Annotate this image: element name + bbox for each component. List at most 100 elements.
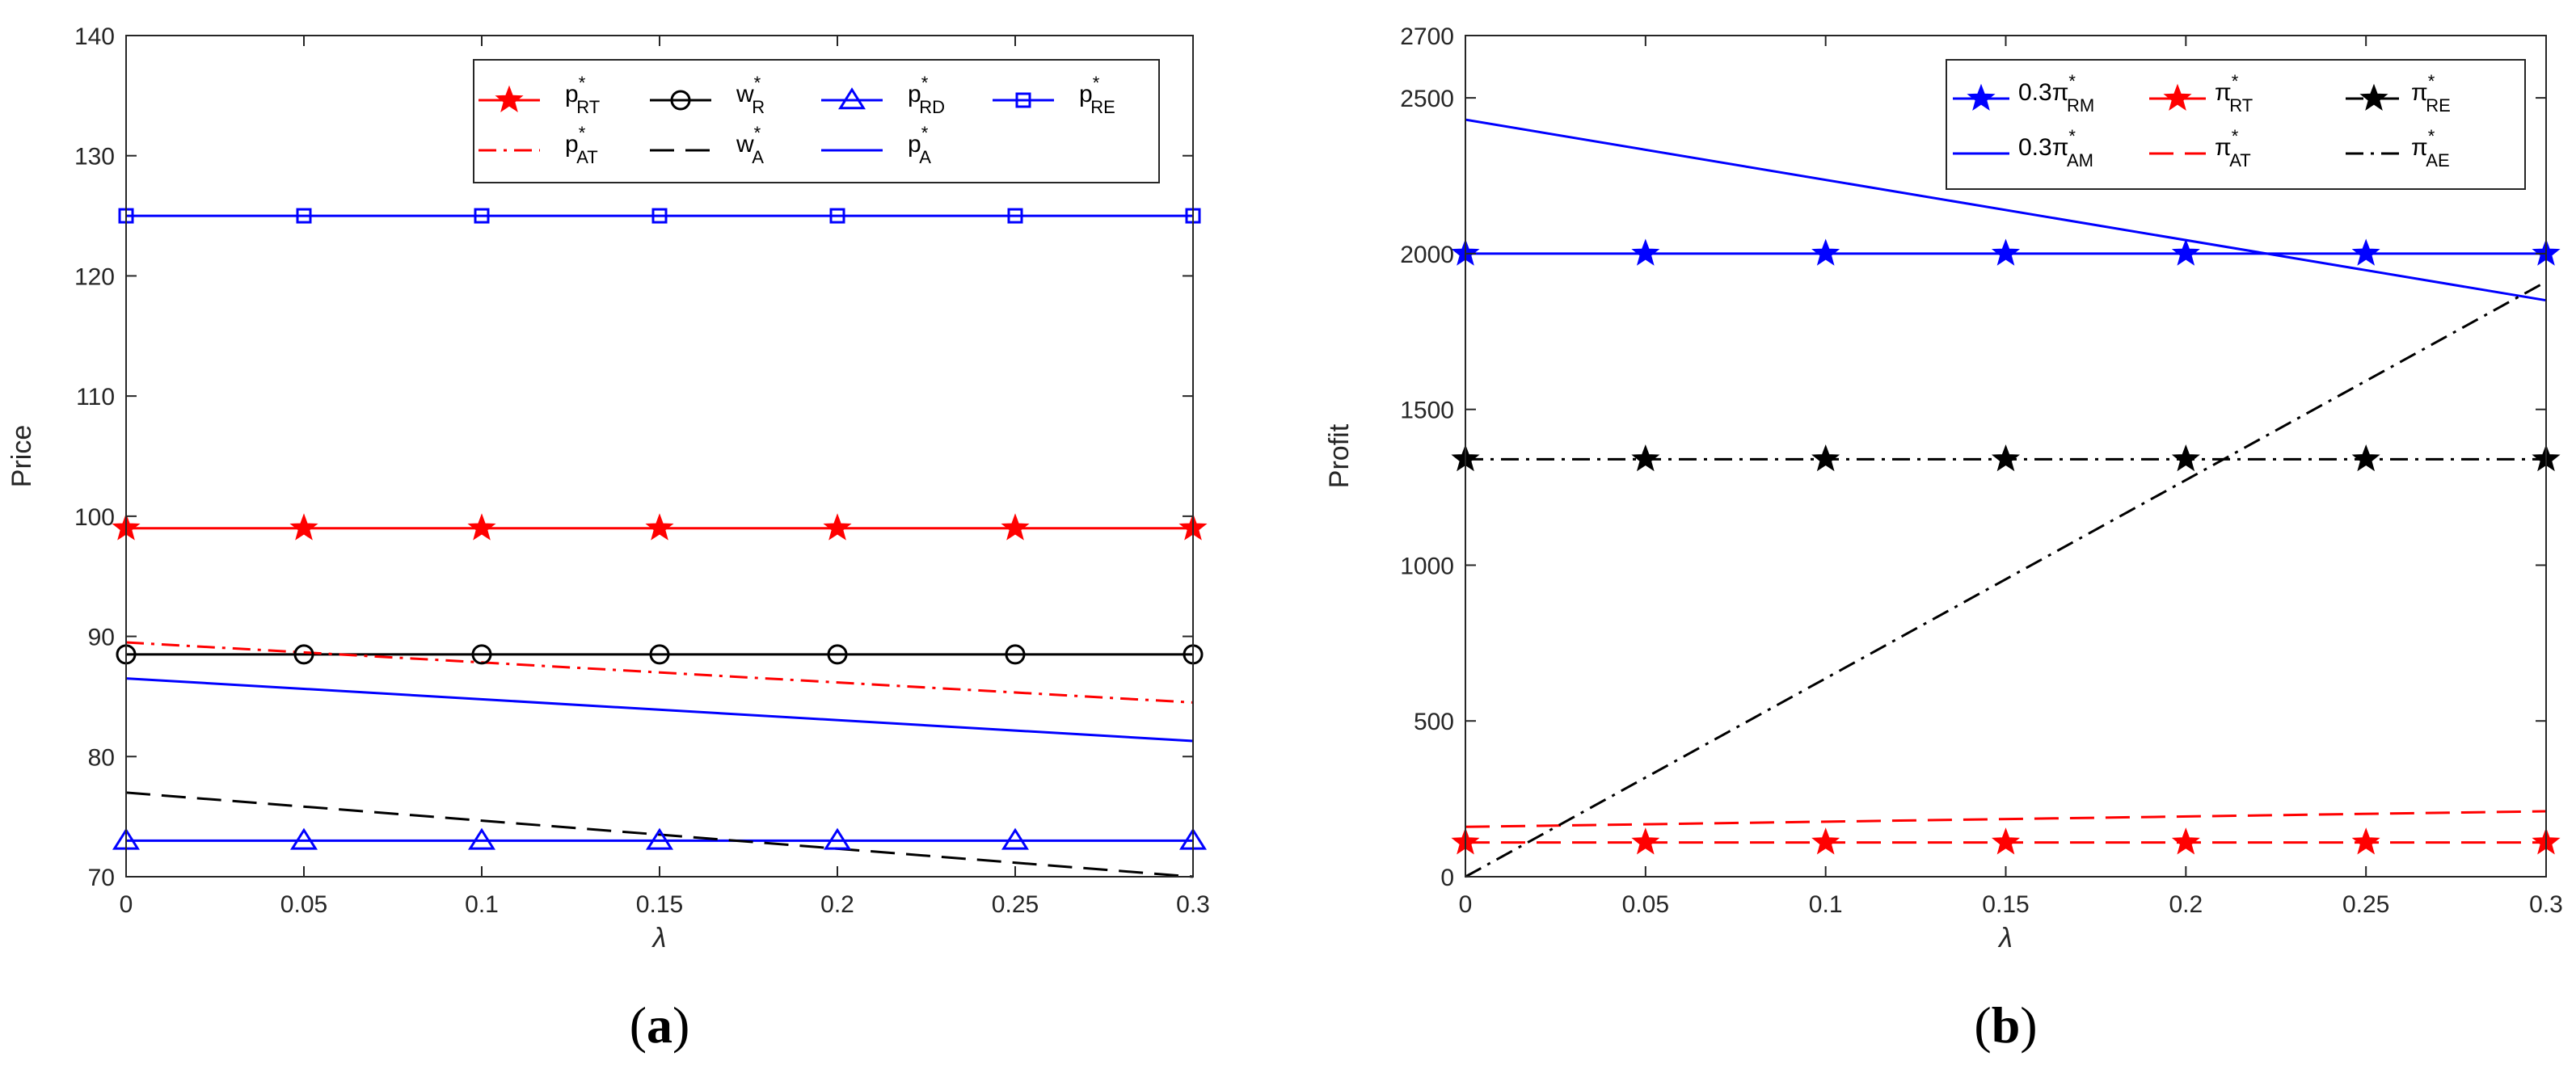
x-tick-label: 0.25 xyxy=(2342,891,2389,918)
data-point-p*RT xyxy=(289,513,318,541)
data-point-π*RT xyxy=(1991,827,2021,855)
chart-panel-a: 0 0.05 0.1 0.15 0.2 0.25 0.3 70 80 90 100 110 120 130… xyxy=(6,23,1210,1054)
data-point-π*RT xyxy=(2171,827,2200,855)
data-point-p*RE xyxy=(651,208,668,224)
legend-label: p* RD xyxy=(908,73,945,117)
legend-label: 0.3π* AM xyxy=(2018,126,2093,170)
legend-item-0.3π*RM: 0.3π* RM xyxy=(1953,71,2094,116)
data-point-π*RT xyxy=(2351,827,2380,855)
data-point-π*RE xyxy=(1811,444,1840,472)
legend-label: π* RE xyxy=(2411,71,2451,116)
x-tick-label: 0.2 xyxy=(820,891,854,918)
series-line-π*AT xyxy=(1465,810,2547,828)
y-tick-label: 0 xyxy=(1440,865,1454,891)
y-tick-label: 1000 xyxy=(1400,553,1454,579)
data-point-p*RE xyxy=(296,208,312,224)
legend-label: π* AT xyxy=(2215,126,2251,170)
series-line-0.3π*AM xyxy=(1465,118,2547,302)
x-tick-label: 0.05 xyxy=(280,891,327,918)
series-line-w*A xyxy=(126,791,1194,878)
panel-label: (a) xyxy=(630,996,690,1054)
data-point-π*RE xyxy=(1991,444,2021,472)
y-tick-label: 80 xyxy=(88,744,115,771)
x-tick-label: 0.3 xyxy=(2529,891,2563,918)
data-point-0.3π*RM xyxy=(2171,238,2200,266)
y-axis-label: Price xyxy=(6,425,37,487)
y-tick-label: 70 xyxy=(88,865,115,891)
data-point-w*R xyxy=(827,644,848,665)
x-tick-label: 0 xyxy=(120,891,133,918)
legend-label: π* RT xyxy=(2215,71,2253,116)
data-point-w*R xyxy=(1005,644,1026,665)
legend-box xyxy=(1946,59,2526,190)
data-point-p*RT xyxy=(645,513,674,541)
chart-panel-b: 0 0.05 0.1 0.15 0.2 0.25 0.3 0 500 1000 1500 2000 25… xyxy=(1324,23,2563,1054)
series-line-π*AE xyxy=(1465,280,2547,878)
legend-item-0.3π*AM: 0.3π* AM xyxy=(1953,126,2093,170)
legend: p* RT w* R p* RD p* RE p* AT w* A p* A xyxy=(473,59,1160,183)
legend-label: π* AE xyxy=(2411,126,2450,170)
x-tick-label: 0 xyxy=(1459,891,1473,918)
y-tick-label: 90 xyxy=(88,625,115,651)
y-tick-label: 2000 xyxy=(1400,242,1454,268)
x-tick-label: 0.25 xyxy=(992,891,1039,918)
data-point-0.3π*RM xyxy=(1811,238,1840,266)
data-point-π*RE xyxy=(1631,444,1660,472)
data-point-p*RT xyxy=(1001,513,1030,541)
series-line-p*AT xyxy=(126,641,1194,704)
y-tick-label: 1500 xyxy=(1400,398,1454,424)
legend-label: p* A xyxy=(908,123,931,167)
x-tick-label: 0.15 xyxy=(636,891,683,918)
x-tick-label: 0.1 xyxy=(465,891,499,918)
legend-marker xyxy=(2163,83,2192,111)
y-tick-label: 110 xyxy=(76,384,115,410)
data-point-0.3π*RM xyxy=(1991,238,2021,266)
legend-item-p*RE: p* RE xyxy=(993,73,1115,117)
data-point-p*RD xyxy=(645,827,674,850)
x-axis-label: λ xyxy=(651,923,667,953)
legend-marker xyxy=(2359,83,2388,111)
y-tick-label: 2500 xyxy=(1400,86,1454,112)
data-point-p*RD xyxy=(823,827,852,850)
legend-marker xyxy=(1967,83,1996,111)
y-tick-label: 100 xyxy=(74,504,115,531)
data-point-p*RD xyxy=(467,827,496,850)
y-tick-label: 120 xyxy=(74,263,115,290)
series-line-p*A xyxy=(126,677,1194,743)
x-tick-label: 0.2 xyxy=(2169,891,2203,918)
panel-label: (b) xyxy=(1974,996,2037,1054)
x-tick-label: 0.15 xyxy=(1982,891,2029,918)
y-tick-label: 140 xyxy=(74,23,115,50)
legend-marker xyxy=(1015,92,1031,108)
data-point-π*RT xyxy=(1631,827,1660,855)
data-point-p*RD xyxy=(289,827,318,850)
data-point-p*RE xyxy=(474,208,490,224)
legend-marker xyxy=(670,90,691,111)
legend-box xyxy=(473,59,1160,183)
y-tick-label: 500 xyxy=(1414,709,1454,735)
legend-marker xyxy=(495,85,524,112)
legend-item-w*R: w* R xyxy=(650,73,765,117)
legend-label: p* RE xyxy=(1079,73,1115,117)
data-point-p*RT xyxy=(823,513,852,541)
y-tick-label: 2700 xyxy=(1400,23,1454,50)
legend-item-p*AT: p* AT xyxy=(479,123,598,167)
data-point-p*RD xyxy=(1001,827,1030,850)
data-point-0.3π*RM xyxy=(1631,238,1660,266)
data-point-p*RE xyxy=(829,208,845,224)
data-point-w*R xyxy=(649,644,670,665)
legend-item-p*A: p* A xyxy=(821,123,931,167)
legend-item-w*A: w* A xyxy=(650,123,764,167)
x-axis-label: λ xyxy=(1997,923,2013,953)
legend-item-π*RT: π* RT xyxy=(2149,71,2253,116)
x-tick-label: 0.1 xyxy=(1809,891,1843,918)
data-point-p*RT xyxy=(467,513,496,541)
legend-item-π*AE: π* AE xyxy=(2346,126,2450,170)
legend-item-π*RE: π* RE xyxy=(2346,71,2451,116)
data-point-π*RE xyxy=(2351,444,2380,472)
legend-item-π*AT: π* AT xyxy=(2149,126,2251,170)
legend-label: p* RT xyxy=(565,73,600,117)
legend-marker xyxy=(837,87,866,110)
data-point-π*RT xyxy=(1811,827,1840,855)
